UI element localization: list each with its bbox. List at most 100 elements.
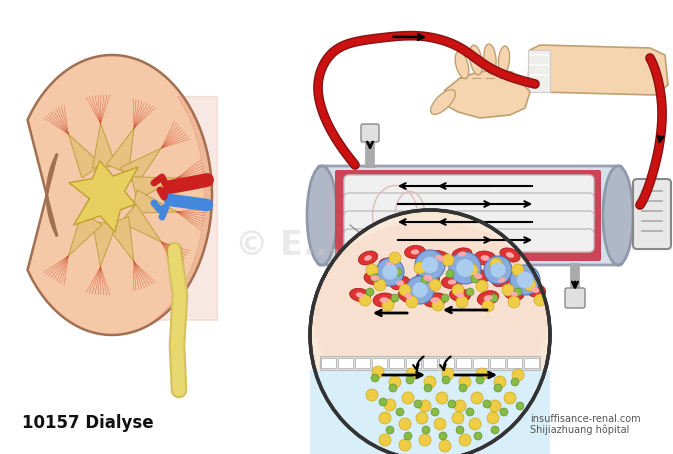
Bar — [371, 358, 387, 368]
Polygon shape — [69, 212, 102, 256]
Ellipse shape — [307, 166, 337, 265]
Circle shape — [448, 400, 456, 408]
Circle shape — [419, 434, 431, 446]
Text: 10157 Dialyse: 10157 Dialyse — [22, 414, 153, 432]
Ellipse shape — [358, 251, 378, 265]
Polygon shape — [528, 45, 668, 95]
Circle shape — [449, 252, 481, 284]
Circle shape — [476, 280, 488, 292]
Bar — [473, 358, 488, 368]
Circle shape — [406, 368, 418, 380]
Circle shape — [512, 369, 524, 381]
Circle shape — [489, 400, 501, 412]
Circle shape — [424, 376, 436, 388]
Ellipse shape — [404, 246, 425, 258]
Circle shape — [359, 294, 371, 306]
Circle shape — [518, 274, 526, 282]
Polygon shape — [106, 128, 134, 173]
Circle shape — [452, 284, 464, 296]
Circle shape — [382, 299, 394, 311]
Circle shape — [446, 270, 454, 278]
Bar — [456, 358, 471, 368]
Circle shape — [436, 392, 448, 404]
Ellipse shape — [364, 255, 372, 261]
Circle shape — [514, 288, 522, 296]
Bar — [321, 358, 336, 368]
Ellipse shape — [417, 270, 439, 286]
Circle shape — [459, 384, 467, 392]
Ellipse shape — [373, 293, 395, 307]
Ellipse shape — [411, 249, 419, 255]
Circle shape — [406, 376, 414, 384]
Ellipse shape — [450, 288, 470, 301]
Ellipse shape — [429, 251, 452, 266]
Circle shape — [504, 392, 516, 404]
Polygon shape — [120, 148, 162, 186]
Ellipse shape — [435, 255, 444, 261]
Circle shape — [482, 300, 494, 312]
Circle shape — [456, 259, 474, 277]
Circle shape — [389, 376, 401, 388]
Circle shape — [416, 412, 428, 424]
Circle shape — [466, 408, 474, 416]
Ellipse shape — [467, 269, 489, 283]
Ellipse shape — [506, 252, 514, 258]
Circle shape — [399, 418, 411, 430]
Circle shape — [406, 296, 418, 308]
Circle shape — [496, 269, 504, 277]
Ellipse shape — [481, 255, 489, 261]
Circle shape — [511, 378, 519, 386]
Circle shape — [379, 398, 387, 406]
Circle shape — [376, 258, 404, 286]
Circle shape — [389, 252, 401, 264]
Circle shape — [386, 426, 394, 434]
Circle shape — [391, 294, 399, 302]
Circle shape — [366, 288, 374, 296]
Ellipse shape — [498, 277, 506, 283]
Circle shape — [413, 282, 428, 298]
Ellipse shape — [423, 275, 433, 281]
Bar — [490, 358, 505, 368]
Ellipse shape — [386, 262, 394, 268]
Bar — [507, 358, 522, 368]
Circle shape — [439, 432, 447, 440]
Circle shape — [466, 288, 474, 296]
Circle shape — [474, 432, 482, 440]
Ellipse shape — [504, 288, 524, 300]
Circle shape — [471, 275, 479, 283]
Polygon shape — [131, 177, 177, 200]
Bar — [524, 358, 539, 368]
Circle shape — [502, 284, 514, 296]
Ellipse shape — [474, 273, 483, 279]
Circle shape — [371, 374, 379, 382]
Ellipse shape — [448, 279, 456, 285]
Circle shape — [484, 256, 512, 284]
Circle shape — [382, 264, 398, 280]
Ellipse shape — [364, 271, 386, 285]
Polygon shape — [69, 134, 102, 178]
Bar — [355, 358, 369, 368]
Circle shape — [456, 426, 464, 434]
Circle shape — [516, 402, 524, 410]
FancyBboxPatch shape — [318, 166, 622, 265]
Circle shape — [517, 272, 533, 288]
Circle shape — [404, 432, 412, 440]
Ellipse shape — [455, 51, 469, 79]
Circle shape — [434, 418, 446, 430]
Circle shape — [371, 274, 379, 282]
Circle shape — [415, 250, 445, 280]
Circle shape — [452, 412, 464, 424]
FancyBboxPatch shape — [344, 211, 594, 234]
Circle shape — [500, 408, 508, 416]
Polygon shape — [440, 70, 530, 118]
Ellipse shape — [380, 297, 388, 303]
Ellipse shape — [603, 166, 633, 265]
Text: Shijiazhuang hôpital: Shijiazhuang hôpital — [530, 424, 629, 435]
Ellipse shape — [531, 287, 539, 293]
Bar — [320, 356, 540, 370]
Circle shape — [414, 262, 426, 274]
Circle shape — [424, 384, 432, 392]
Bar — [423, 358, 437, 368]
Ellipse shape — [371, 275, 380, 281]
Ellipse shape — [310, 210, 550, 454]
